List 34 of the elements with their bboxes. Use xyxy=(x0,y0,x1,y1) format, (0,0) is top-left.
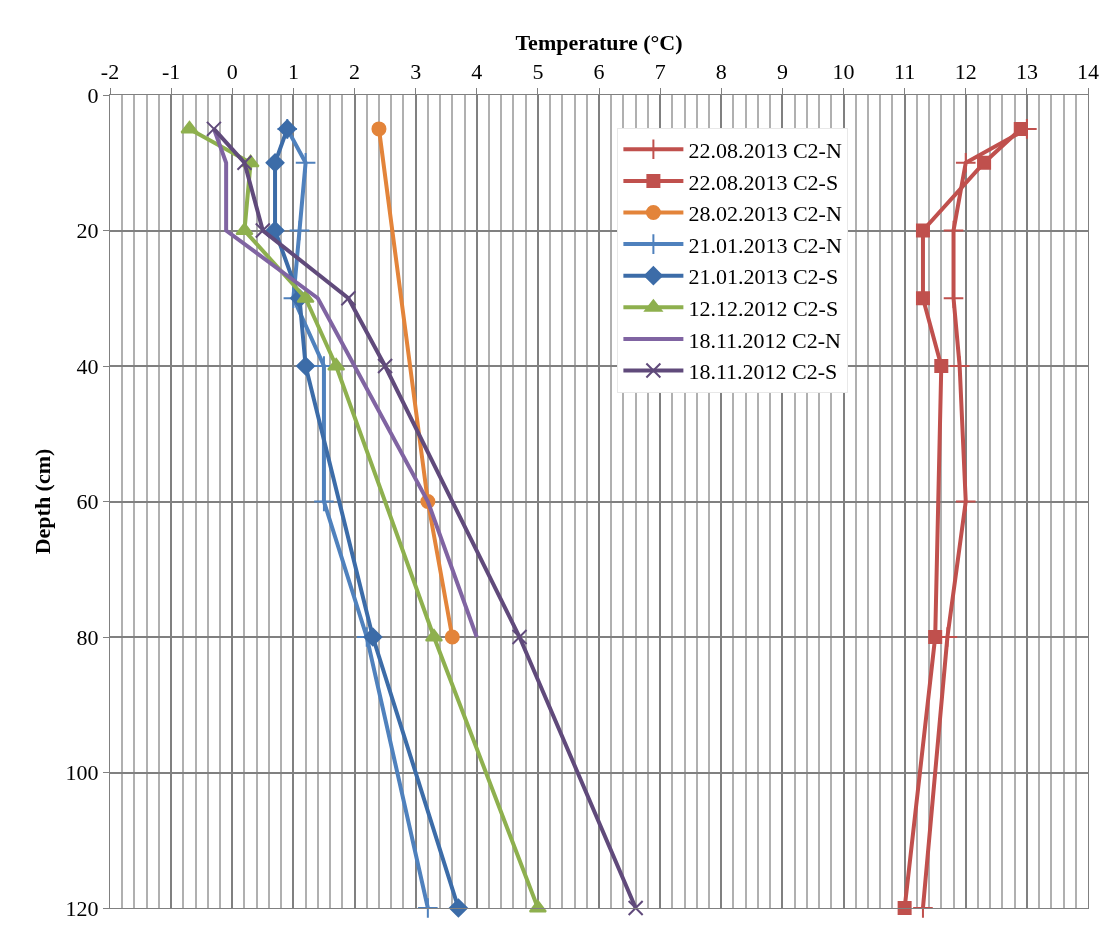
legend-label: 18.11.2012 C2-S xyxy=(688,359,838,385)
x-tick-label: 3 xyxy=(410,59,422,85)
legend-label: 22.08.2013 C2-S xyxy=(688,169,839,195)
y-tick-label: 100 xyxy=(65,760,99,786)
x-tick-label: 9 xyxy=(776,59,788,85)
x-tick-label: 13 xyxy=(1015,59,1038,85)
y-axis-title: Depth (cm) xyxy=(30,448,56,555)
y-tick-label: 0 xyxy=(87,82,99,108)
x-tick-label: 4 xyxy=(471,59,483,85)
y-tick-label: 40 xyxy=(76,353,99,379)
legend-label: 18.11.2012 C2-N xyxy=(688,327,842,353)
x-tick-label: 8 xyxy=(715,59,727,85)
x-tick-label: 14 xyxy=(1077,59,1099,85)
y-tick-label: 20 xyxy=(76,218,99,244)
x-tick-label: -1 xyxy=(161,59,181,85)
legend-label: 12.12.2012 C2-S xyxy=(688,295,839,321)
y-tick-label: 60 xyxy=(76,489,99,515)
x-tick-label: 10 xyxy=(832,59,855,85)
x-tick-label: 5 xyxy=(532,59,544,85)
x-tick-label: -2 xyxy=(100,59,120,85)
x-tick-label: 12 xyxy=(954,59,977,85)
x-tick-label: 1 xyxy=(287,59,299,85)
x-axis-title: Temperature (°C) xyxy=(515,30,683,55)
y-tick-label: 120 xyxy=(65,895,99,921)
x-tick-label: 6 xyxy=(593,59,605,85)
y-tick-label: 80 xyxy=(76,624,99,650)
legend-label: 21.01.2013 C2-N xyxy=(688,232,842,258)
legend-label: 22.08.2013 C2-N xyxy=(688,137,842,163)
legend-label: 21.01.2013 C2-S xyxy=(688,264,839,290)
x-tick-label: 7 xyxy=(654,59,666,85)
x-tick-label: 2 xyxy=(349,59,360,85)
legend-label: 28.02.2013 C2-N xyxy=(688,201,842,227)
x-tick-label: 0 xyxy=(226,59,238,85)
x-tick-label: 11 xyxy=(894,59,916,85)
